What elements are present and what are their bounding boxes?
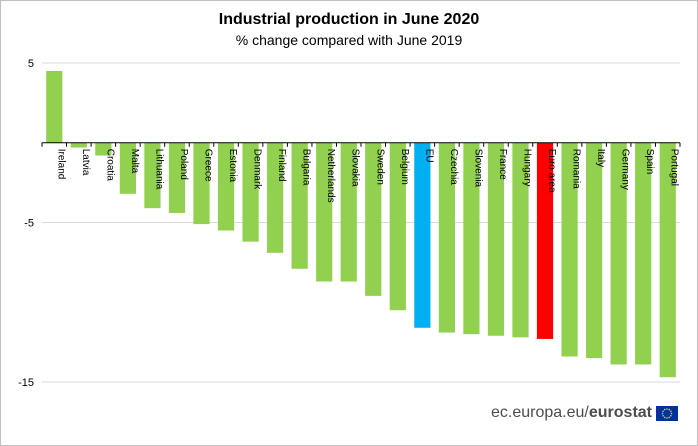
category-label: Greece [203, 149, 214, 182]
category-label: Poland [178, 149, 189, 180]
bar-bulgaria [291, 142, 308, 269]
category-label: Romania [571, 149, 582, 189]
bar-euro-area [536, 142, 554, 339]
category-label: Finland [276, 149, 287, 182]
bar-sweden [365, 142, 382, 296]
category-label: Netherlands [325, 149, 336, 203]
category-label: Czechia [448, 149, 459, 186]
category-label: Latvia [80, 149, 91, 176]
eu-flag-icon [656, 405, 678, 421]
bar-denmark [242, 142, 259, 242]
category-label: Euro area [546, 149, 557, 193]
category-label: Sweden [374, 149, 385, 185]
category-label: EU [423, 149, 434, 163]
footer-site-bold: eurostat [588, 404, 652, 421]
footer-site-regular: ec.europa.eu/ [491, 404, 589, 421]
category-label: Germany [620, 149, 631, 190]
bar-poland [168, 142, 186, 213]
category-label: France [497, 149, 508, 181]
category-label: Ireland [55, 149, 66, 180]
category-label: Slovakia [350, 149, 361, 187]
bar-czechia [438, 142, 455, 333]
category-label: Slovenia [472, 149, 483, 188]
category-label: Croatia [104, 149, 115, 182]
bar-hungary [512, 142, 529, 338]
category-label: Lithuania [153, 149, 164, 190]
bar-spain [635, 142, 652, 365]
bar-italy [586, 142, 603, 359]
bar-portugal [659, 142, 676, 378]
bar-lithuania [144, 142, 161, 209]
bar-belgium [389, 142, 406, 311]
category-label: Portugal [669, 149, 680, 186]
category-label: Malta [129, 149, 140, 174]
category-label: Belgium [399, 149, 410, 185]
category-label: Italy [595, 149, 606, 167]
bar-latvia [70, 142, 87, 148]
category-label: Estonia [227, 149, 238, 183]
bar-ireland [46, 70, 63, 143]
chart-title: Industrial production in June 2020 [218, 11, 480, 28]
category-label: Spain [644, 149, 655, 175]
category-label: Hungary [522, 149, 533, 187]
category-label: Denmark [252, 149, 263, 191]
category-label: Bulgaria [301, 149, 312, 186]
bar-germany [610, 142, 627, 365]
bar-eu [414, 142, 431, 328]
bar-malta [119, 142, 136, 194]
bar-slovakia [340, 142, 357, 282]
chart-subtitle: % change compared with June 2019 [235, 32, 463, 48]
y-tick-label: -5 [24, 218, 34, 230]
bar-estonia [217, 142, 235, 231]
bar-greece [193, 142, 210, 225]
eurostat-footer: ec.europa.eu/eurostat [491, 404, 678, 422]
bar-france [487, 142, 505, 336]
bar-slovenia [463, 142, 480, 335]
bar-romania [561, 142, 578, 357]
bar-finland [267, 142, 284, 253]
y-tick-label: 5 [28, 58, 34, 70]
y-tick-label: -15 [18, 377, 34, 389]
bar-netherlands [316, 142, 333, 282]
bar-croatia [95, 142, 112, 156]
